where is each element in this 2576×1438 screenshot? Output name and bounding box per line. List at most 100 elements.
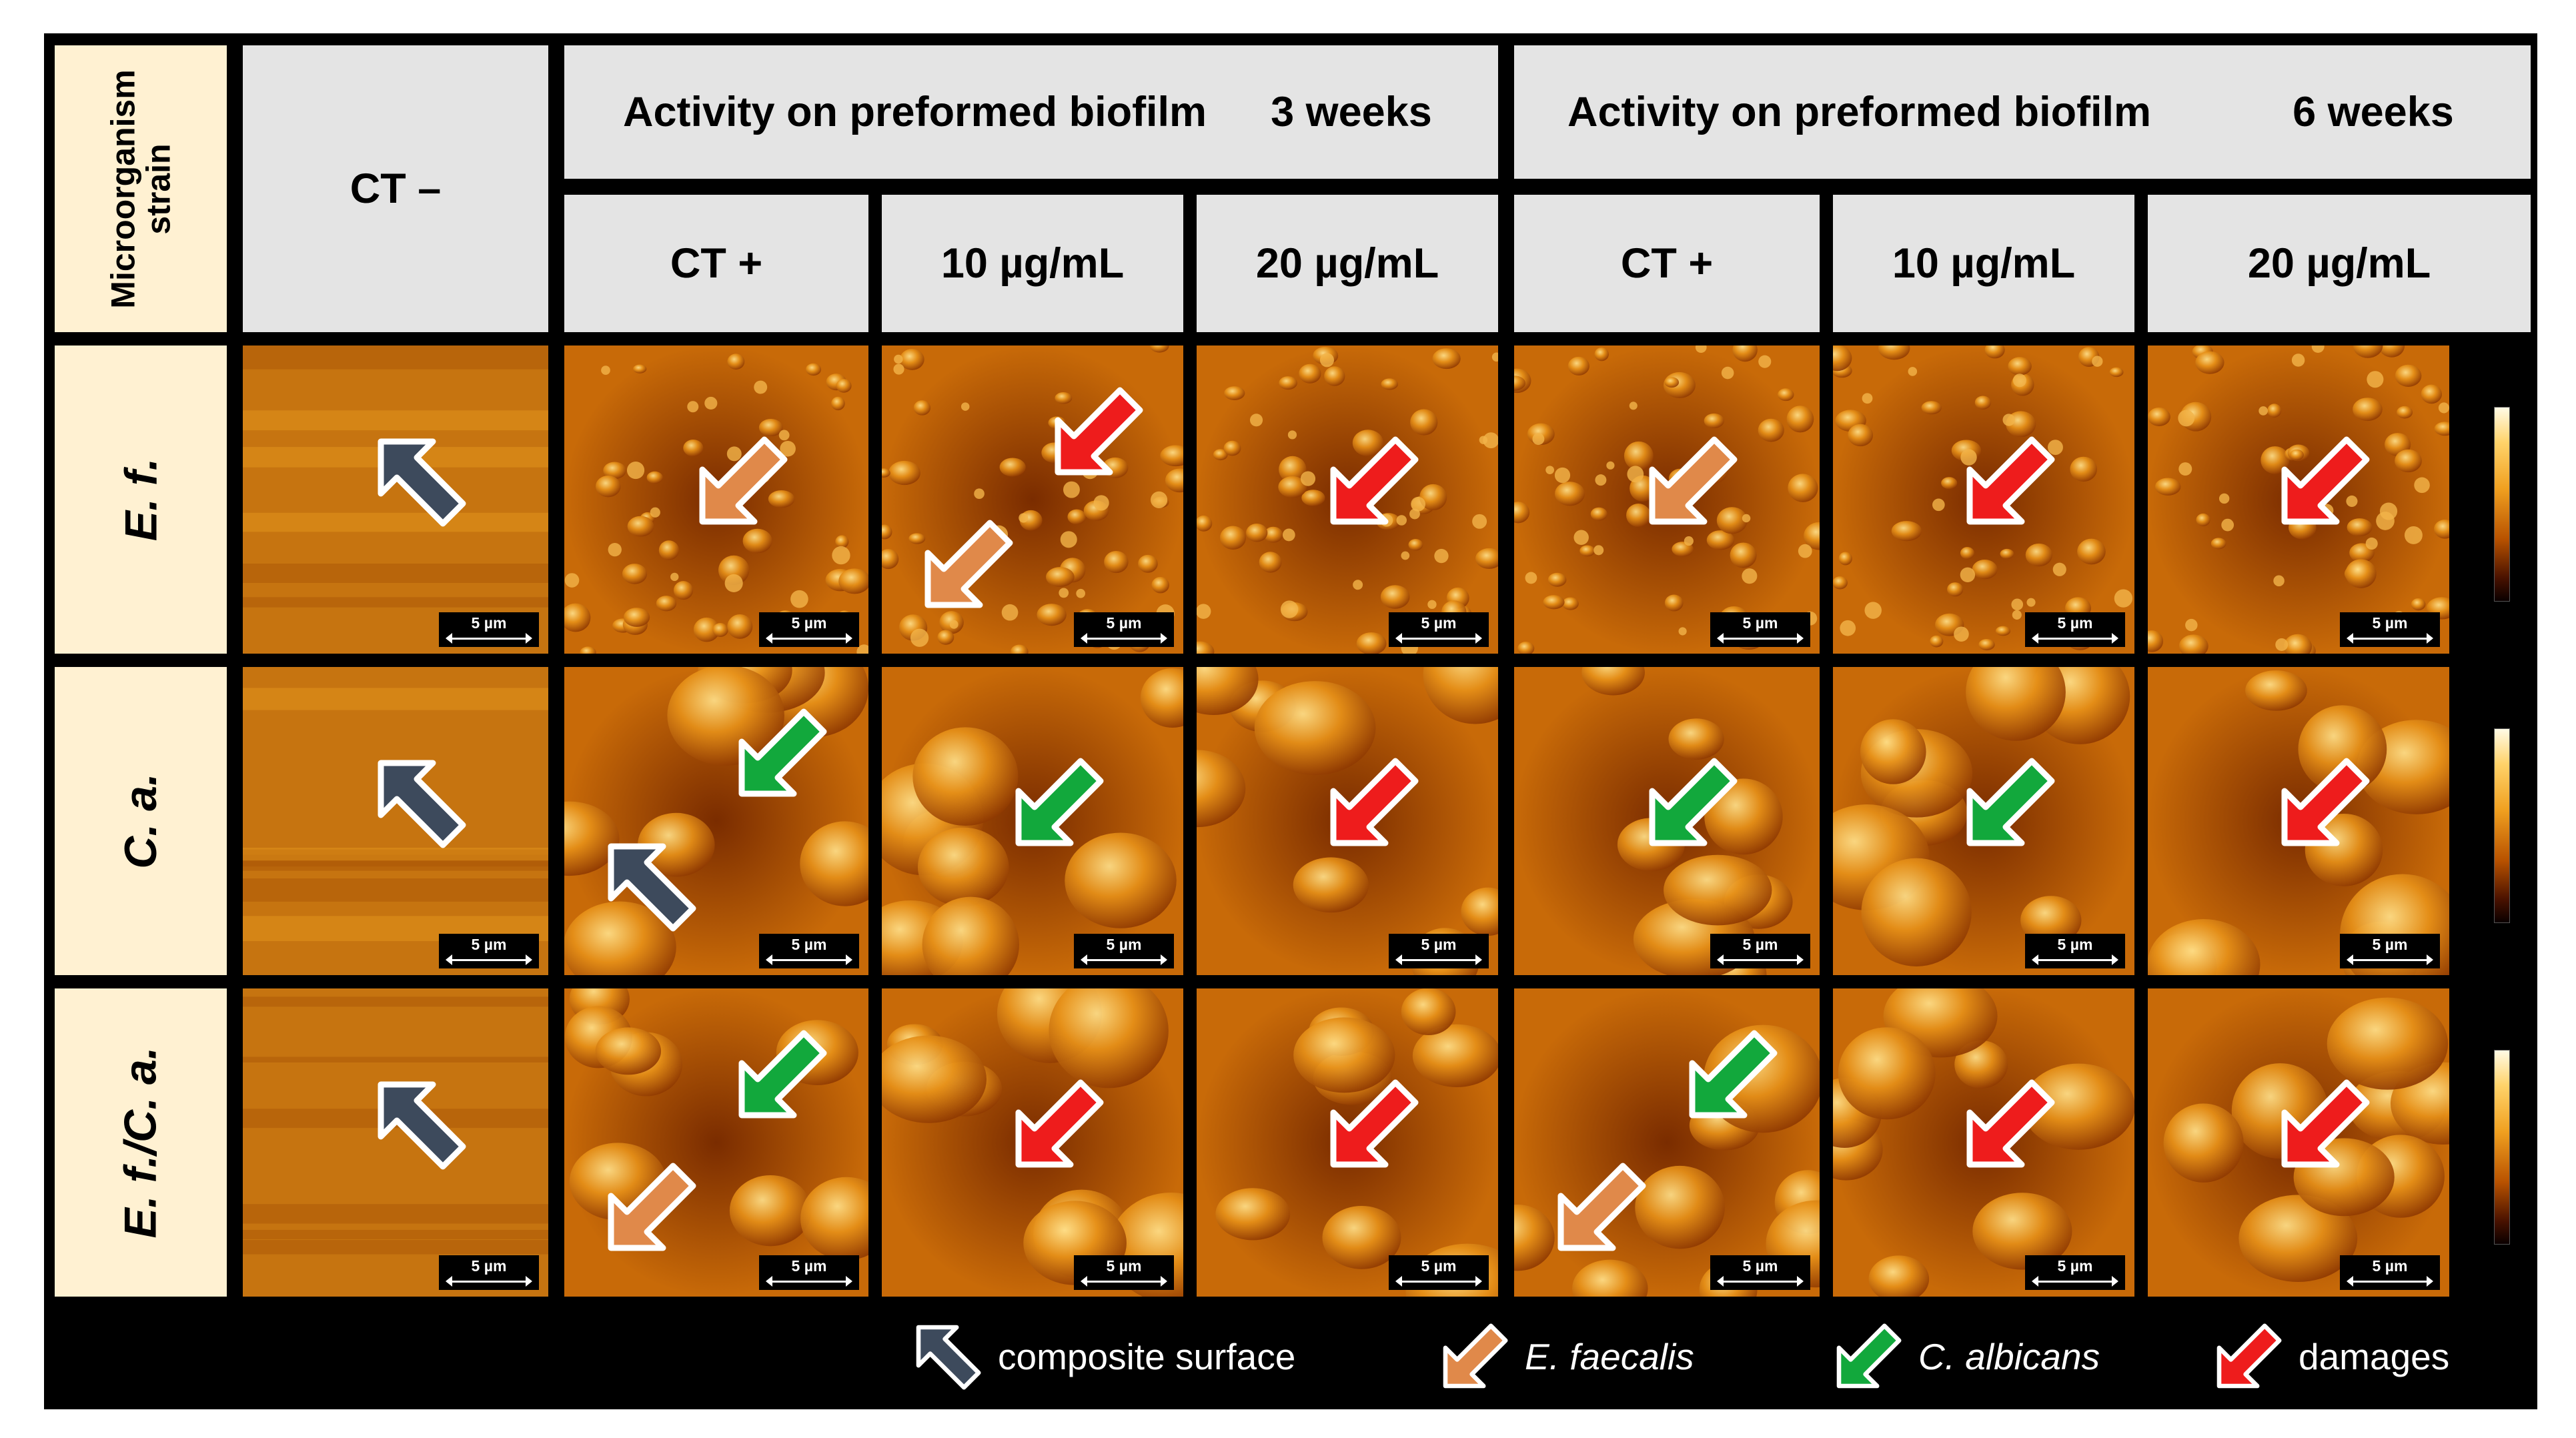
legend-label-composite: composite surface — [998, 1336, 1296, 1377]
row-label-ca-text: C. a. — [115, 773, 166, 869]
group-3-weeks-time: 3 weeks — [1271, 89, 1432, 135]
damages-arrow-icon — [1966, 436, 2055, 525]
c-albicans-arrow-icon — [1689, 1030, 1778, 1119]
scale-bar-label: 5 µm — [1106, 614, 1142, 632]
c-albicans-arrow-icon — [1966, 758, 2055, 846]
damages-arrow-icon — [2281, 1079, 2370, 1168]
colorbar-2-unit-top: µm — [2489, 698, 2514, 718]
row-label-ef: E. f. — [55, 345, 227, 654]
colorbar-2-unit-bottom: µm — [2489, 952, 2514, 972]
group-6-weeks-title: Activity on preformed biofilm — [1567, 89, 2152, 135]
scale-bar-label: 5 µm — [471, 936, 507, 953]
colorbar-1-bottom: 0 — [2496, 607, 2507, 627]
scale-bar-label: 5 µm — [791, 936, 827, 953]
scale-bar: 5 µm — [2340, 612, 2440, 647]
damages-arrow-icon — [2281, 758, 2370, 846]
e-faecalis-arrow-icon — [608, 1163, 696, 1251]
scale-bar: 5 µm — [1389, 934, 1489, 968]
strain-header-label: Microorganism strain — [104, 69, 177, 309]
afm-image-r3-c1: 5 µm — [243, 988, 548, 1297]
legend-item-efaecalis: E. faecalis — [1438, 1304, 1694, 1409]
scale-bar-line — [766, 633, 852, 644]
scale-bar: 5 µm — [1710, 612, 1810, 647]
scale-bar: 5 µm — [759, 1255, 859, 1290]
scale-bar: 5 µm — [439, 934, 539, 968]
damages-arrow-icon — [2216, 1323, 2282, 1389]
legend: composite surface E. faecalis C. albican… — [44, 1304, 2537, 1409]
scale-bar: 5 µm — [1074, 1255, 1174, 1290]
legend-label-damages: damages — [2299, 1336, 2450, 1377]
row-label-ef-text: E. f. — [115, 458, 166, 542]
afm-topography — [882, 667, 1183, 975]
scale-bar: 5 µm — [1710, 934, 1810, 968]
scale-bar: 5 µm — [759, 934, 859, 968]
damages-arrow-icon — [1330, 758, 1419, 846]
scale-bar-line — [2032, 954, 2118, 965]
scale-bar-label: 5 µm — [1421, 936, 1457, 953]
afm-image-r3-c5: 5 µm — [1514, 988, 1820, 1297]
scale-bar-line — [446, 1276, 532, 1287]
scale-bar-label: 5 µm — [1742, 936, 1778, 953]
row-label-efca: E. f./C. a. — [55, 988, 227, 1297]
scale-bar-line — [1717, 1276, 1804, 1287]
scale-bar: 5 µm — [2025, 612, 2125, 647]
colorbar-3-bottom: 0 — [2496, 1250, 2507, 1270]
legend-label-efaecalis: E. faecalis — [1525, 1336, 1694, 1377]
scale-bar: 5 µm — [1710, 1255, 1810, 1290]
afm-image-r3-c7: 5 µm — [2148, 988, 2449, 1297]
colorbar-3-gradient — [2494, 1050, 2510, 1245]
colorbar-row-3: 3 µm 0 µm — [2471, 993, 2545, 1307]
afm-topography — [243, 988, 548, 1297]
legend-item-composite: composite surface — [911, 1304, 1295, 1409]
afm-image-r3-c3: 5 µm — [882, 988, 1183, 1297]
colorbar-row-2: 3 µm 0 µm — [2471, 672, 2545, 985]
e-faecalis-arrow-icon — [699, 436, 788, 525]
c-albicans-arrow-icon — [1015, 758, 1104, 846]
afm-image-r2-c3: 5 µm — [882, 667, 1183, 975]
scale-bar-label: 5 µm — [1421, 614, 1457, 632]
e-faecalis-arrow-icon — [924, 520, 1013, 608]
scale-bar-line — [1717, 954, 1804, 965]
colorbar-1-unit-bottom: µm — [2489, 630, 2514, 650]
group-6-weeks-time: 6 weeks — [2293, 89, 2454, 135]
scale-bar: 5 µm — [759, 612, 859, 647]
scale-bar-line — [1395, 1276, 1482, 1287]
afm-image-r1-c4: 5 µm — [1197, 345, 1498, 654]
c-albicans-arrow-icon — [1836, 1323, 1902, 1389]
scale-bar-label: 5 µm — [2372, 1257, 2408, 1275]
composite-surface-arrow-icon — [378, 438, 466, 527]
afm-image-r1-c2: 5 µm — [564, 345, 868, 654]
scale-bar-line — [446, 633, 532, 644]
scale-bar-label: 5 µm — [2372, 614, 2408, 632]
damages-arrow-icon — [1966, 1079, 2055, 1168]
scale-bar-line — [2347, 954, 2433, 965]
subheader-20-3w: 20 µg/mL — [1197, 195, 1498, 332]
damages-arrow-icon — [1330, 1079, 1419, 1168]
colorbar-1-top: 2 — [2496, 353, 2507, 374]
c-albicans-arrow-icon — [1649, 758, 1738, 846]
scale-bar: 5 µm — [2025, 934, 2125, 968]
scale-bar-line — [2347, 1276, 2433, 1287]
damages-arrow-icon — [1015, 1079, 1104, 1168]
scale-bar-line — [1081, 1276, 1167, 1287]
afm-topography — [564, 667, 868, 975]
scale-bar-line — [2032, 633, 2118, 644]
group-6-weeks-header: Activity on preformed biofilm 6 weeks — [1514, 45, 2531, 179]
afm-topography — [243, 667, 548, 975]
scale-bar-line — [2032, 1276, 2118, 1287]
colorbar-2-bottom: 0 — [2496, 928, 2507, 948]
scale-bar-line — [446, 954, 532, 965]
scale-bar: 5 µm — [2340, 934, 2440, 968]
group-3-weeks-header: Activity on preformed biofilm 3 weeks — [564, 45, 1498, 179]
colorbar-1-unit-top: µm — [2489, 377, 2514, 397]
c-albicans-arrow-icon — [738, 1030, 827, 1119]
afm-image-r2-c1: 5 µm — [243, 667, 548, 975]
e-faecalis-arrow-icon — [1649, 436, 1738, 525]
scale-bar: 5 µm — [1389, 612, 1489, 647]
scale-bar-label: 5 µm — [2057, 936, 2093, 953]
scale-bar: 5 µm — [2025, 1255, 2125, 1290]
colorbar-row-1: 2 µm 0 µm — [2471, 350, 2545, 664]
scale-bar-label: 5 µm — [1106, 936, 1142, 953]
colorbar-1-gradient — [2494, 407, 2510, 602]
c-albicans-arrow-icon — [738, 708, 827, 797]
